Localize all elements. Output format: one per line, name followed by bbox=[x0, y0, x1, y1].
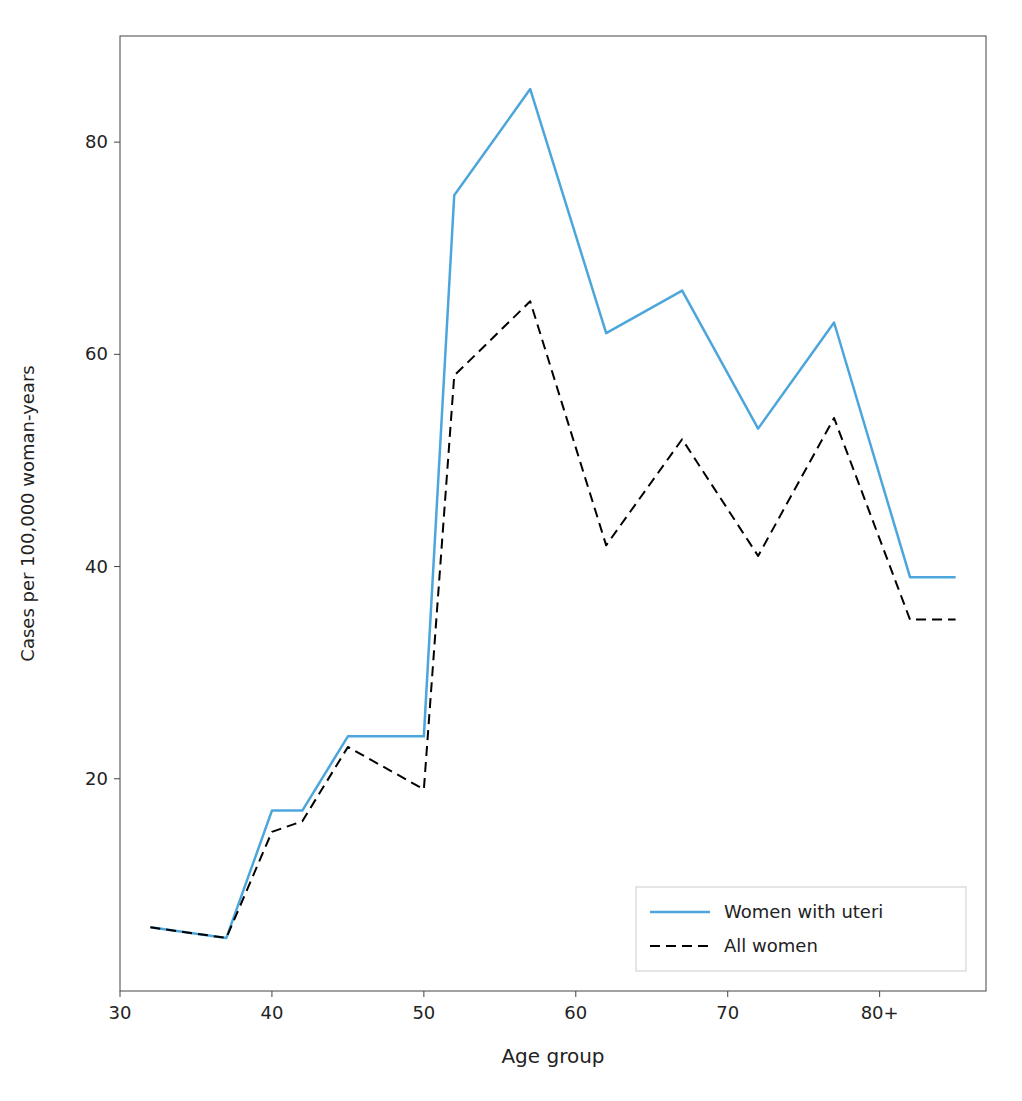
y-tick bbox=[114, 354, 120, 355]
legend-box bbox=[636, 887, 966, 971]
lines bbox=[150, 89, 955, 938]
x-tick-label: 40 bbox=[260, 1002, 283, 1023]
x-tick bbox=[423, 991, 424, 997]
legend: Women with uteri All women bbox=[636, 887, 966, 971]
plot-frame bbox=[120, 36, 986, 991]
x-tick bbox=[271, 991, 272, 997]
series-line bbox=[150, 301, 955, 938]
y-tick-label: 80 bbox=[85, 131, 108, 152]
y-tick bbox=[114, 142, 120, 143]
x-tick-label: 80+ bbox=[861, 1002, 899, 1023]
legend-label: Women with uteri bbox=[724, 901, 883, 922]
y-axis-label: Cases per 100,000 woman-years bbox=[17, 365, 38, 661]
y-tick-label: 20 bbox=[85, 768, 108, 789]
chart-svg: 30 40 50 60 70 80+ 20 40 60 80 Age group Cases per … bbox=[0, 0, 1022, 1101]
series-line bbox=[150, 89, 955, 938]
x-tick bbox=[879, 991, 880, 997]
legend-label: All women bbox=[724, 935, 818, 956]
y-tick bbox=[114, 778, 120, 779]
x-axis-label: Age group bbox=[501, 1044, 604, 1068]
x-tick bbox=[120, 991, 121, 997]
x-tick-label: 30 bbox=[109, 1002, 132, 1023]
x-tick bbox=[575, 991, 576, 997]
y-tick bbox=[114, 566, 120, 567]
y-tick-label: 40 bbox=[85, 556, 108, 577]
x-tick-label: 50 bbox=[412, 1002, 435, 1023]
x-tick-label: 70 bbox=[716, 1002, 739, 1023]
chart-container: 30 40 50 60 70 80+ 20 40 60 80 Age group Cases per … bbox=[0, 0, 1022, 1101]
y-tick-label: 60 bbox=[85, 343, 108, 364]
legend-swatch bbox=[650, 945, 710, 947]
legend-swatch bbox=[650, 911, 710, 914]
x-tick-label: 60 bbox=[564, 1002, 587, 1023]
x-tick bbox=[727, 991, 728, 997]
